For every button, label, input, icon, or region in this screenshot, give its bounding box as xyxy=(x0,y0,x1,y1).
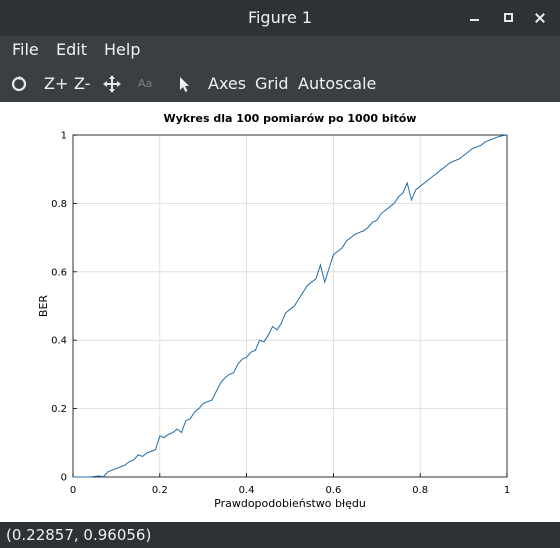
axis-ticks: 0 0.2 0.4 0.6 0.8 1 0 0.2 0.4 0.6 0.8 1 xyxy=(51,131,510,497)
grid-button[interactable]: Grid xyxy=(255,74,289,93)
menu-file[interactable]: File xyxy=(12,40,39,59)
ber-series-line xyxy=(73,134,508,478)
x-tick-label: 1 xyxy=(504,485,510,496)
y-tick-label: 0.4 xyxy=(51,336,67,347)
close-button[interactable] xyxy=(526,0,554,36)
zoom-out-button[interactable]: Z- xyxy=(74,74,91,93)
menu-edit[interactable]: Edit xyxy=(56,40,87,59)
y-tick-label: 0.6 xyxy=(51,267,67,278)
status-bar: (0.22857, 0.96056) xyxy=(0,522,560,548)
x-tick-label: 0.2 xyxy=(152,485,168,496)
rotate-icon[interactable] xyxy=(8,66,30,102)
y-tick-label: 0.2 xyxy=(51,404,67,415)
minimize-button[interactable] xyxy=(460,0,488,36)
zoom-in-button[interactable]: Z+ xyxy=(44,74,69,93)
x-tick-label: 0.8 xyxy=(412,485,428,496)
select-arrow-icon[interactable] xyxy=(176,66,198,102)
autoscale-button[interactable]: Autoscale xyxy=(298,74,377,93)
maximize-button[interactable] xyxy=(494,0,522,36)
axes-frame xyxy=(72,134,508,478)
coordinate-readout: (0.22857, 0.96056) xyxy=(6,526,152,544)
grid-lines xyxy=(73,135,507,477)
y-axis-label: BER xyxy=(37,295,50,317)
toolbar: Z+ Z- Aa Axes Grid Autoscale xyxy=(0,66,560,102)
chart-title: Wykres dla 100 pomiarów po 1000 bitów xyxy=(164,112,417,125)
menu-help[interactable]: Help xyxy=(104,40,141,59)
x-tick-label: 0.6 xyxy=(325,485,341,496)
x-axis-label: Prawdopodobieństwo błędu xyxy=(214,497,366,510)
y-tick-label: 0.8 xyxy=(51,199,67,210)
x-tick-label: 0.4 xyxy=(239,485,255,496)
y-tick-label: 1 xyxy=(61,131,67,142)
pan-icon[interactable] xyxy=(101,66,123,102)
x-tick-label: 0 xyxy=(70,485,76,496)
title-bar: Figure 1 xyxy=(0,0,560,36)
window-title: Figure 1 xyxy=(247,8,313,27)
axes-button[interactable]: Axes xyxy=(208,74,247,93)
text-tool-icon[interactable]: Aa xyxy=(138,77,153,90)
menu-bar: File Edit Help xyxy=(0,36,560,66)
y-tick-label: 0 xyxy=(61,473,67,484)
